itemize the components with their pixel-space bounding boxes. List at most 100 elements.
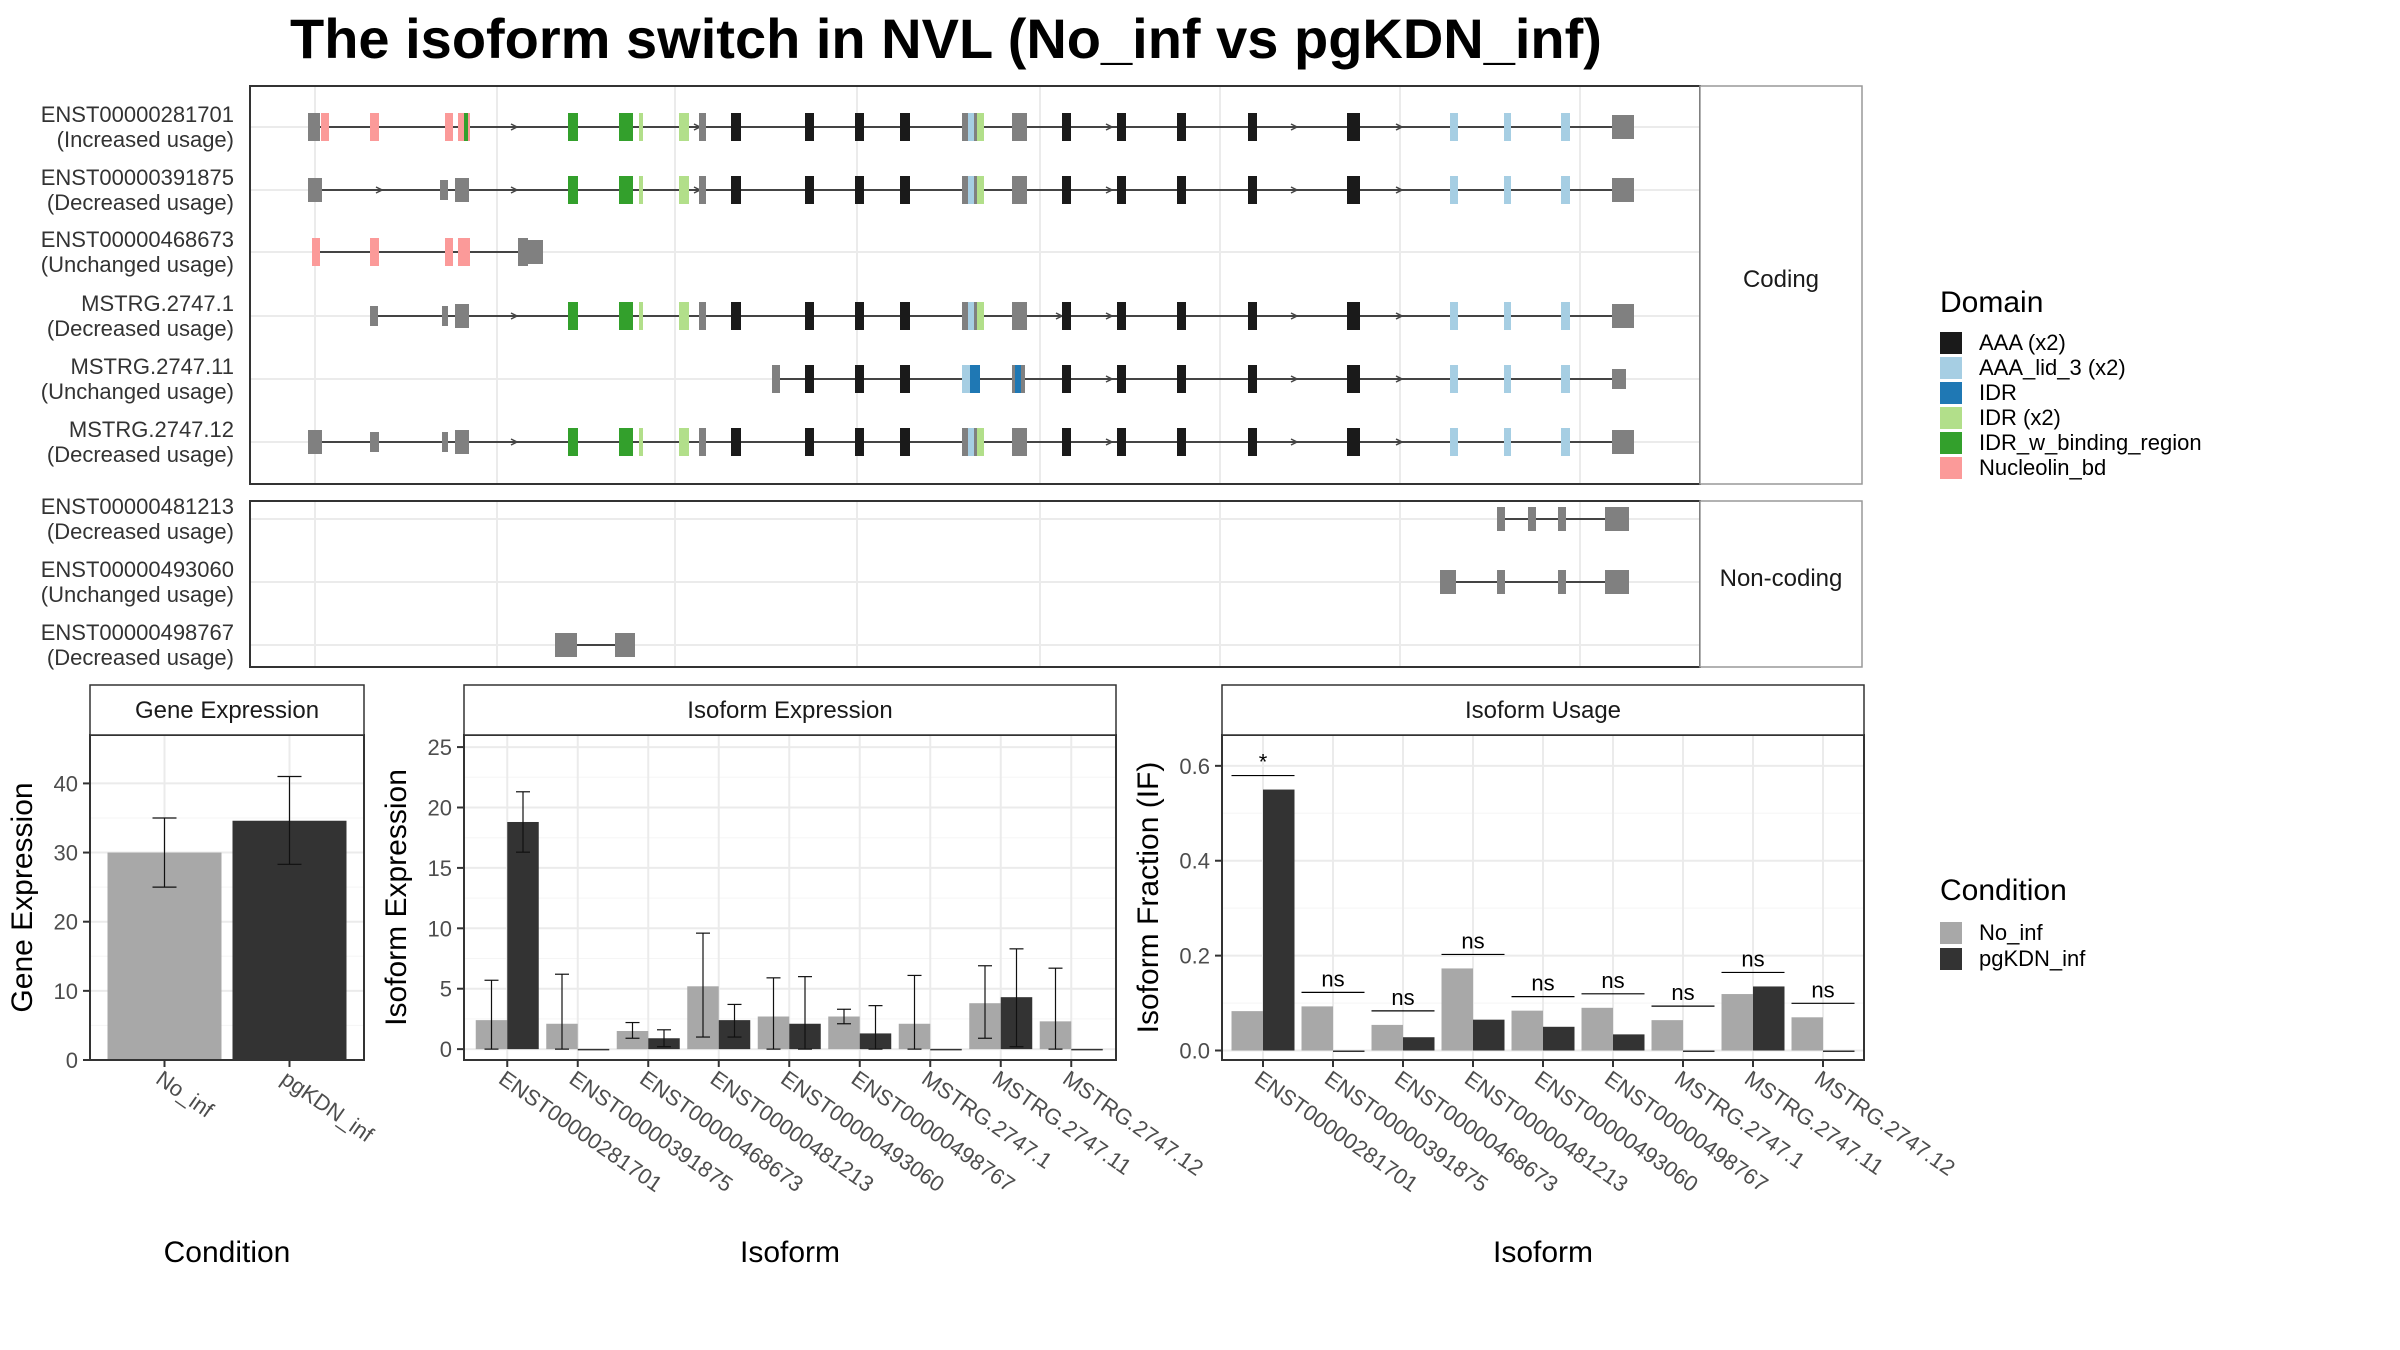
strand-arrow: [1105, 186, 1114, 194]
strand-arrow: [1395, 312, 1404, 320]
exon-block: [900, 365, 910, 393]
exon-block: [464, 113, 468, 141]
exon-block: [1605, 570, 1629, 594]
transcript-id-label: MSTRG.2747.12: [69, 417, 234, 442]
exon-block: [440, 180, 448, 200]
exon-block: [1528, 507, 1536, 531]
exon-block: [731, 302, 741, 330]
transcript-usage-label: (Decreased usage): [47, 190, 234, 215]
exon-block: [1177, 365, 1186, 393]
exon-block: [1561, 365, 1570, 393]
exon-block: [1497, 507, 1505, 531]
exon-block: [968, 302, 974, 330]
exon-block: [1117, 113, 1126, 141]
exon-block: [855, 428, 864, 456]
exon-block: [1248, 302, 1257, 330]
bar: [1231, 1011, 1263, 1051]
bar: [1333, 1050, 1365, 1053]
legend-item-label: AAA (x2): [1979, 330, 2066, 355]
exon-block: [772, 365, 780, 393]
y-tick-label: 0: [66, 1048, 78, 1073]
transcript-usage-label: (Decreased usage): [47, 519, 234, 544]
exon-block: [639, 113, 643, 141]
exon-block: [805, 428, 814, 456]
y-tick-label: 25: [428, 735, 452, 760]
exon-block: [1117, 365, 1126, 393]
exon-block: [308, 430, 322, 454]
exon-block: [805, 365, 814, 393]
bar: [1371, 1024, 1403, 1051]
exon-block: [699, 176, 706, 204]
strand-arrow: [1395, 123, 1404, 131]
exon-block: [639, 176, 643, 204]
exon-block: [442, 432, 448, 452]
exon-block: [312, 238, 320, 266]
facet-strip-label: Coding: [1743, 266, 1819, 293]
isoform-usage-panel: * ns ns ns ns ns ns ns ns Isoform Usage 0.0 0.2 0.4 0…: [1132, 684, 1960, 1269]
legend-swatch: [1940, 922, 1962, 944]
legend-swatch: [1940, 457, 1962, 479]
transcript-usage-label: (Decreased usage): [47, 645, 234, 670]
facet-strip-label: Isoform Expression: [687, 697, 892, 724]
transcript-usage-label: (Decreased usage): [47, 442, 234, 467]
exon-block: [900, 428, 910, 456]
y-tick-label: 5: [440, 977, 452, 1002]
y-tick-label: 0.4: [1179, 849, 1210, 874]
exon-block: [1347, 428, 1360, 456]
legend-swatch: [1940, 432, 1962, 454]
facet-strip: [1699, 85, 1863, 485]
exon-block: [977, 428, 984, 456]
exon-block: [518, 238, 528, 266]
y-tick-label: 0: [440, 1037, 452, 1062]
exon-block: [731, 113, 741, 141]
exon-block: [977, 302, 984, 330]
y-tick-label: 0.2: [1179, 944, 1210, 969]
transcript-id-label: ENST00000498767: [41, 620, 234, 645]
exon-block: [805, 302, 814, 330]
exon-block: [1561, 302, 1570, 330]
exon-block: [855, 113, 864, 141]
transcript-usage-label: (Decreased usage): [47, 316, 234, 341]
significance-label: ns: [1601, 968, 1624, 993]
exon-block: [679, 113, 689, 141]
exon-block: [1504, 428, 1511, 456]
significance-label: ns: [1391, 985, 1414, 1010]
transcript-usage-label: (Increased usage): [57, 127, 234, 152]
exon-block: [968, 176, 974, 204]
exon-block: [1440, 570, 1456, 594]
bar: [1543, 1026, 1575, 1051]
exon-block: [1117, 428, 1126, 456]
exon-block: [968, 113, 974, 141]
x-axis-title: Isoform: [740, 1236, 840, 1269]
exon-block: [805, 113, 814, 141]
strand-arrow: [1290, 186, 1299, 194]
strand-arrow: [510, 312, 519, 320]
y-axis-title: Isoform Expression: [380, 769, 413, 1026]
bar: [577, 1048, 610, 1051]
exon-block: [1558, 570, 1566, 594]
exon-block: [1504, 113, 1511, 141]
exon-block: [1497, 570, 1505, 594]
exon-block: [1012, 113, 1027, 141]
exon-block: [1117, 176, 1126, 204]
bar: [1791, 1017, 1823, 1051]
exon-block: [970, 365, 980, 393]
bar: [1613, 1034, 1645, 1051]
legend-swatch: [1940, 948, 1962, 970]
exon-block: [639, 302, 643, 330]
legend-item-label: AAA_lid_3 (x2): [1979, 355, 2126, 380]
y-tick-label: 10: [428, 916, 452, 941]
transcript-structure-plot: ENST00000281701(Increased usage) ENST0000…: [41, 85, 1863, 670]
exon-block: [619, 113, 633, 141]
transcript-id-label: MSTRG.2747.11: [71, 354, 234, 379]
facet-strip: [89, 684, 365, 736]
legend-item-label: pgKDN_inf: [1979, 946, 2086, 971]
exon-block: [699, 428, 706, 456]
legend-swatch: [1940, 357, 1962, 379]
bar: [1473, 1019, 1505, 1051]
transcript-usage-label: (Unchanged usage): [41, 252, 234, 277]
exon-block: [445, 238, 453, 266]
strand-arrow: [510, 123, 519, 131]
bar: [1511, 1010, 1543, 1051]
